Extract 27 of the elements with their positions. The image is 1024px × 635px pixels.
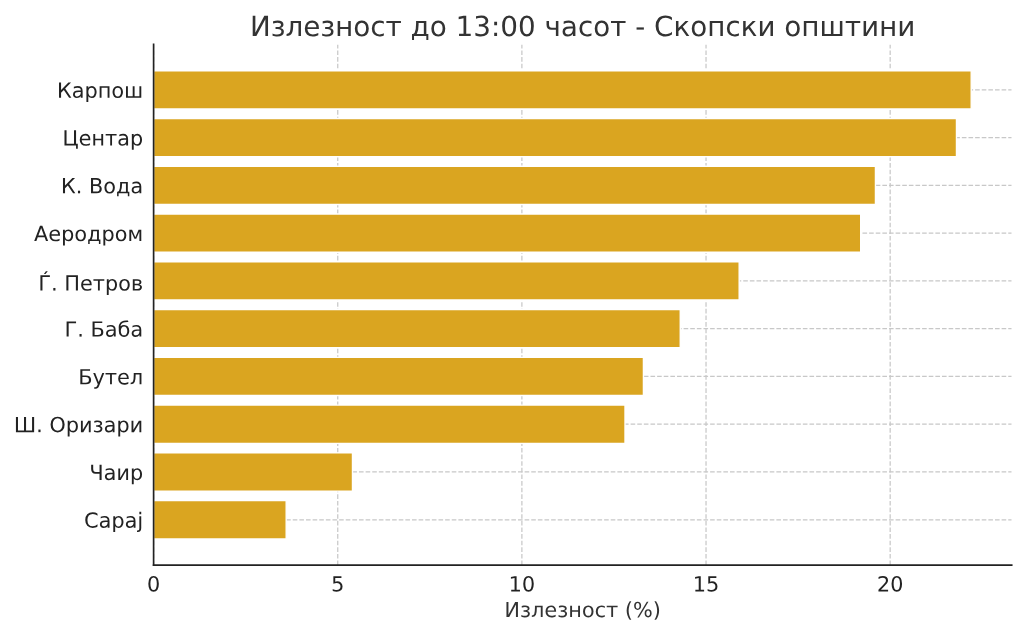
bar bbox=[153, 308, 681, 349]
bar bbox=[153, 356, 645, 397]
y-tick-label: Центар bbox=[64, 130, 143, 150]
bar bbox=[153, 404, 626, 445]
x-tick-label: 5 bbox=[332, 576, 343, 592]
bar bbox=[153, 165, 877, 206]
x-tick-label: 15 bbox=[695, 576, 718, 592]
y-tick-label: Карпош bbox=[59, 82, 142, 103]
bar bbox=[153, 70, 972, 110]
bar bbox=[153, 213, 862, 253]
x-axis-title: Излезност (%) bbox=[506, 601, 660, 620]
y-tick-label: Г. Баба bbox=[66, 320, 142, 337]
bar bbox=[153, 452, 354, 492]
x-tick-label: 0 bbox=[148, 575, 159, 592]
bar bbox=[153, 117, 958, 158]
y-tick-label: К. Вода bbox=[62, 178, 142, 197]
chart-title: Излезност до 13:00 часот - Скопски општини bbox=[252, 15, 913, 40]
x-tick-label: 10 bbox=[510, 575, 534, 592]
y-tick-label: Ѓ. Петров bbox=[40, 271, 142, 295]
y-tick-label: Чаир bbox=[91, 464, 143, 485]
bar bbox=[153, 499, 287, 540]
x-tick-label: 20 bbox=[878, 575, 903, 592]
bar bbox=[153, 261, 740, 301]
y-tick-label: Ш. Оризари bbox=[15, 416, 142, 437]
y-tick-label: Аеродром bbox=[34, 225, 142, 246]
y-tick-label: Сарај bbox=[85, 511, 142, 533]
y-tick-label: Бутел bbox=[80, 369, 142, 389]
